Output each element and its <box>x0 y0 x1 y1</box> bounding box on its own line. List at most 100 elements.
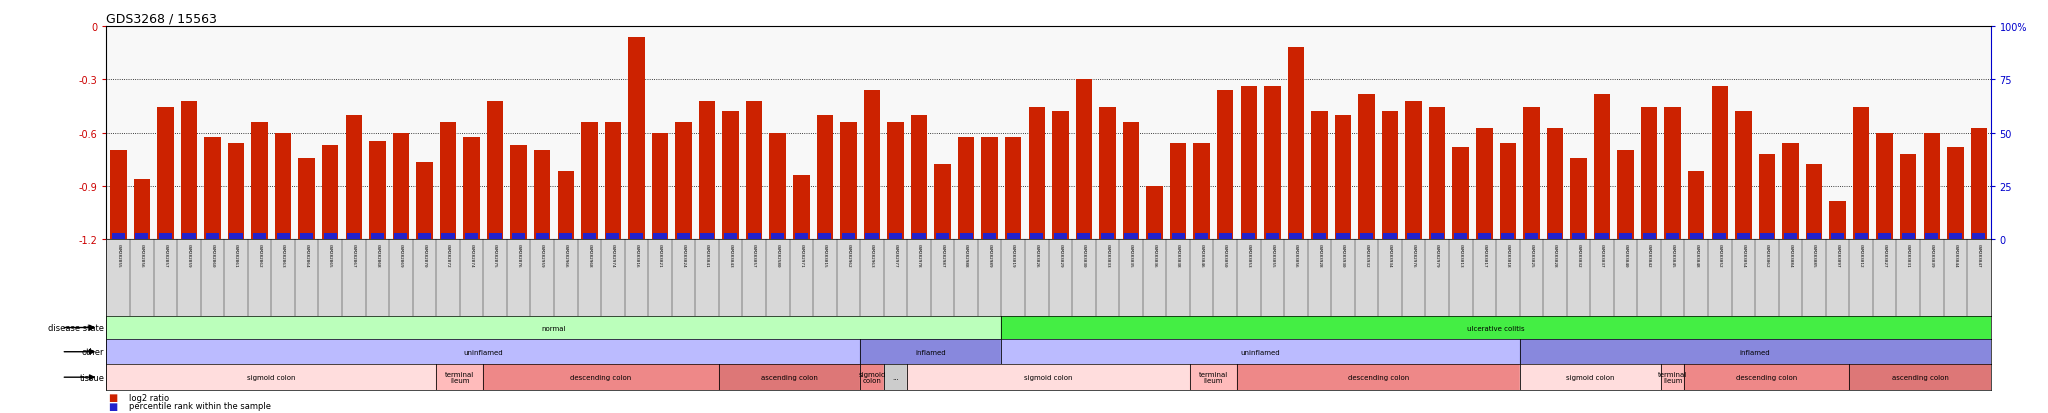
Text: GSM282859: GSM282859 <box>186 243 190 267</box>
Bar <box>1241 86 1257 240</box>
Bar <box>1479 233 1491 240</box>
Bar <box>1006 138 1022 240</box>
Text: GSM282862: GSM282862 <box>258 243 262 267</box>
Bar <box>1501 233 1513 240</box>
Bar <box>371 233 383 240</box>
Text: ■: ■ <box>109 401 119 411</box>
Text: GSM282974: GSM282974 <box>610 243 614 267</box>
Text: GSM283032: GSM283032 <box>1577 243 1581 267</box>
Bar <box>1665 108 1681 240</box>
Bar <box>1948 148 1964 240</box>
Text: GSM282962: GSM282962 <box>846 243 850 267</box>
Text: sigmoid colon: sigmoid colon <box>248 374 295 380</box>
Text: GSM283934: GSM283934 <box>1389 243 1393 267</box>
Text: GSM283097: GSM283097 <box>1835 243 1839 267</box>
Bar <box>111 150 127 240</box>
Bar <box>1194 144 1210 240</box>
Bar <box>1288 48 1305 240</box>
Bar <box>1030 233 1042 240</box>
Bar <box>1876 133 1892 240</box>
Text: GSM282863: GSM282863 <box>281 243 285 267</box>
Bar <box>369 142 385 240</box>
Bar <box>745 101 762 240</box>
Bar <box>772 233 784 240</box>
Bar <box>1878 233 1890 240</box>
Bar <box>1970 129 1987 240</box>
Bar <box>1855 233 1868 240</box>
Bar <box>559 233 571 240</box>
Bar <box>1499 144 1516 240</box>
Bar <box>795 233 807 240</box>
Text: GSM283037: GSM283037 <box>1599 243 1604 267</box>
Text: GSM282869: GSM282869 <box>399 243 403 267</box>
Bar <box>1618 150 1634 240</box>
Text: tissue: tissue <box>80 373 104 382</box>
Bar <box>1806 165 1823 240</box>
Text: GSM282988: GSM282988 <box>965 243 969 267</box>
Text: GDS3268 / 15563: GDS3268 / 15563 <box>106 12 217 25</box>
Text: uninflamed: uninflamed <box>1241 349 1280 355</box>
Text: GSM282989: GSM282989 <box>987 243 991 267</box>
Text: GSM282864: GSM282864 <box>305 243 309 267</box>
Bar <box>584 233 596 240</box>
Bar <box>1266 233 1278 240</box>
Text: GSM282971: GSM282971 <box>799 243 803 267</box>
Bar <box>1667 233 1679 240</box>
Text: sigmoid colon: sigmoid colon <box>1024 374 1073 380</box>
Text: GSM282875: GSM282875 <box>494 243 498 267</box>
Bar <box>1100 108 1116 240</box>
Text: terminal
ileum: terminal ileum <box>1659 371 1688 383</box>
Bar <box>1335 116 1352 240</box>
Bar <box>348 233 360 240</box>
Bar <box>1972 233 1985 240</box>
Bar <box>1407 233 1419 240</box>
Text: GSM282876: GSM282876 <box>516 243 520 267</box>
Bar <box>582 123 598 240</box>
Bar <box>629 38 645 240</box>
Bar <box>1595 233 1608 240</box>
Bar <box>227 144 244 240</box>
Bar <box>113 233 125 240</box>
Bar <box>1735 112 1751 240</box>
Bar <box>1360 233 1372 240</box>
Text: GSM282874: GSM282874 <box>469 243 473 267</box>
Text: GSM283040: GSM283040 <box>1624 243 1628 267</box>
Text: GSM283018: GSM283018 <box>1505 243 1509 267</box>
Bar <box>958 138 975 240</box>
Bar <box>276 233 289 240</box>
Text: percentile rank within the sample: percentile rank within the sample <box>129 401 270 410</box>
Bar <box>418 233 430 240</box>
Bar <box>1620 233 1632 240</box>
Bar <box>698 101 715 240</box>
Text: GSM283026: GSM283026 <box>1034 243 1038 267</box>
Text: GSM282977: GSM282977 <box>893 243 897 267</box>
Bar <box>885 364 907 390</box>
Text: GSM283024: GSM283024 <box>682 243 686 267</box>
Text: GSM283930: GSM283930 <box>1341 243 1346 267</box>
Bar <box>913 233 926 240</box>
Bar <box>1311 112 1327 240</box>
Bar <box>1243 233 1255 240</box>
Text: GSM283015: GSM283015 <box>823 243 827 267</box>
Text: GSM283056: GSM283056 <box>1294 243 1298 267</box>
Bar <box>395 233 408 240</box>
Bar <box>1264 86 1280 240</box>
Bar <box>1548 233 1561 240</box>
Text: GSM283038: GSM283038 <box>1176 243 1180 267</box>
Bar <box>133 180 150 240</box>
Bar <box>483 364 719 390</box>
Bar <box>1358 95 1374 240</box>
Bar <box>106 316 1001 339</box>
Bar <box>1690 233 1702 240</box>
Text: GSM283035: GSM283035 <box>1128 243 1133 267</box>
Bar <box>725 233 737 240</box>
Bar <box>182 233 195 240</box>
Bar <box>1405 101 1421 240</box>
Text: normal: normal <box>543 325 565 331</box>
Bar <box>981 138 997 240</box>
Bar <box>1190 364 1237 390</box>
Text: GSM282855: GSM282855 <box>117 243 121 267</box>
Bar <box>416 163 432 240</box>
Text: GSM283043: GSM283043 <box>729 243 733 267</box>
Text: inflamed: inflamed <box>1741 349 1769 355</box>
